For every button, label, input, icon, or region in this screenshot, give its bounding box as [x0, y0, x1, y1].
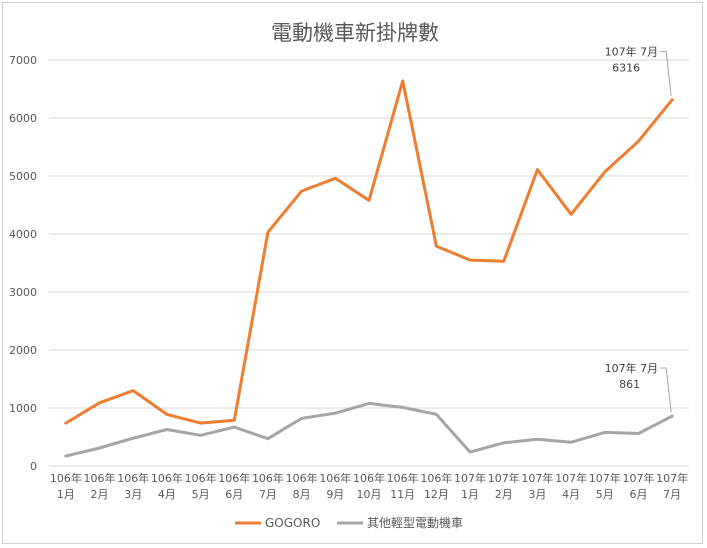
series-lines — [64, 79, 674, 458]
y-tick-label: 2000 — [9, 344, 37, 357]
x-tick-month: 9月 — [326, 488, 344, 501]
x-tick-label: 107年 6月 — [622, 471, 654, 501]
data-label: 107年 7月 861 — [605, 361, 672, 413]
x-tick-year: 107年 — [622, 471, 654, 485]
x-tick-year: 107年 — [521, 471, 553, 485]
x-tick-year: 106年 — [286, 471, 318, 485]
x-tick-month: 8月 — [293, 488, 311, 501]
x-tick-label: 106年 7月 — [252, 471, 284, 501]
x-tick-label: 107年 1月 — [454, 471, 486, 501]
legend-label: 其他輕型電動機車 — [367, 515, 463, 530]
data-label-period: 107年 7月 — [605, 361, 659, 375]
x-tick-year: 106年 — [185, 471, 217, 485]
series-line-1 — [64, 401, 674, 458]
x-tick-year: 106年 — [117, 471, 149, 485]
legend-label: GOGORO — [265, 516, 320, 530]
x-tick-label: 106年 12月 — [420, 471, 452, 501]
x-tick-month: 7月 — [663, 488, 681, 501]
chart-title: 電動機車新掛牌數 — [271, 21, 439, 45]
x-tick-year: 106年 — [353, 471, 385, 485]
x-tick-year: 106年 — [50, 471, 82, 485]
x-tick-label: 106年 8月 — [286, 471, 318, 501]
data-label-value: 861 — [619, 378, 640, 391]
data-label-value: 6316 — [612, 62, 640, 75]
x-tick-year: 106年 — [151, 471, 183, 485]
x-tick-label: 107年 7月 — [656, 471, 688, 501]
x-tick-month: 2月 — [495, 488, 513, 501]
x-tick-label: 106年 1月 — [50, 471, 82, 501]
line-chart: 電動機車新掛牌數 0 1000 2000 3000 4000 5000 6000 7000 1… — [9, 21, 689, 530]
series-line-0 — [64, 79, 674, 425]
data-label: 107年 7月 6316 — [605, 45, 672, 96]
x-tick-label: 106年 2月 — [84, 471, 116, 501]
x-tick-month: 1月 — [57, 488, 75, 501]
y-tick-label: 1000 — [9, 402, 37, 415]
y-tick-label: 0 — [30, 460, 37, 473]
x-tick-year: 107年 — [656, 471, 688, 485]
x-tick-month: 3月 — [124, 488, 142, 501]
x-tick-label: 106年 11月 — [387, 471, 419, 501]
x-tick-year: 107年 — [589, 471, 621, 485]
x-tick-year: 106年 — [387, 471, 419, 485]
x-tick-year: 106年 — [420, 471, 452, 485]
x-tick-month: 11月 — [390, 488, 415, 501]
x-tick-month: 6月 — [629, 488, 647, 501]
x-tick-year: 107年 — [555, 471, 587, 485]
x-tick-month: 2月 — [91, 488, 109, 501]
legend: GOGORO 其他輕型電動機車 — [235, 515, 463, 530]
y-tick-label: 5000 — [9, 170, 37, 183]
y-axis-ticks: 0 1000 2000 3000 4000 5000 6000 7000 — [9, 54, 37, 473]
x-tick-label: 106年 6月 — [218, 471, 250, 501]
leader-line — [660, 51, 672, 96]
x-tick-label: 106年 3月 — [117, 471, 149, 501]
x-tick-month: 5月 — [192, 488, 210, 501]
x-tick-label: 107年 4月 — [555, 471, 587, 501]
x-tick-year: 107年 — [488, 471, 520, 485]
gridlines — [49, 59, 689, 467]
x-tick-year: 106年 — [84, 471, 116, 485]
x-tick-year: 106年 — [319, 471, 351, 485]
x-tick-month: 3月 — [528, 488, 546, 501]
x-tick-label: 106年 10月 — [353, 471, 385, 501]
y-tick-label: 4000 — [9, 228, 37, 241]
x-tick-label: 107年 2月 — [488, 471, 520, 501]
x-tick-year: 106年 — [252, 471, 284, 485]
x-tick-label: 106年 5月 — [185, 471, 217, 501]
y-tick-label: 6000 — [9, 112, 37, 125]
x-tick-month: 12月 — [424, 488, 449, 501]
x-tick-label: 106年 9月 — [319, 471, 351, 501]
leader-line — [660, 367, 672, 413]
x-tick-month: 1月 — [461, 488, 479, 501]
x-tick-year: 106年 — [218, 471, 250, 485]
x-tick-month: 7月 — [259, 488, 277, 501]
legend-item: 其他輕型電動機車 — [337, 515, 463, 530]
y-tick-label: 3000 — [9, 286, 37, 299]
x-tick-label: 107年 5月 — [589, 471, 621, 501]
x-tick-month: 6月 — [225, 488, 243, 501]
x-tick-month: 10月 — [357, 488, 382, 501]
x-tick-month: 5月 — [596, 488, 614, 501]
legend-item: GOGORO — [235, 516, 320, 530]
x-tick-year: 107年 — [454, 471, 486, 485]
x-axis-ticks: 106年1月106年2月106年3月106年4月106年5月106年6月106年… — [50, 471, 688, 501]
x-tick-label: 107年 3月 — [521, 471, 553, 501]
x-tick-label: 106年 4月 — [151, 471, 183, 501]
x-tick-month: 4月 — [158, 488, 176, 501]
x-tick-month: 4月 — [562, 488, 580, 501]
y-tick-label: 7000 — [9, 54, 37, 67]
data-label-period: 107年 7月 — [605, 45, 659, 59]
data-annotations: 107年 7月 6316 107年 7月 861 — [605, 45, 672, 413]
